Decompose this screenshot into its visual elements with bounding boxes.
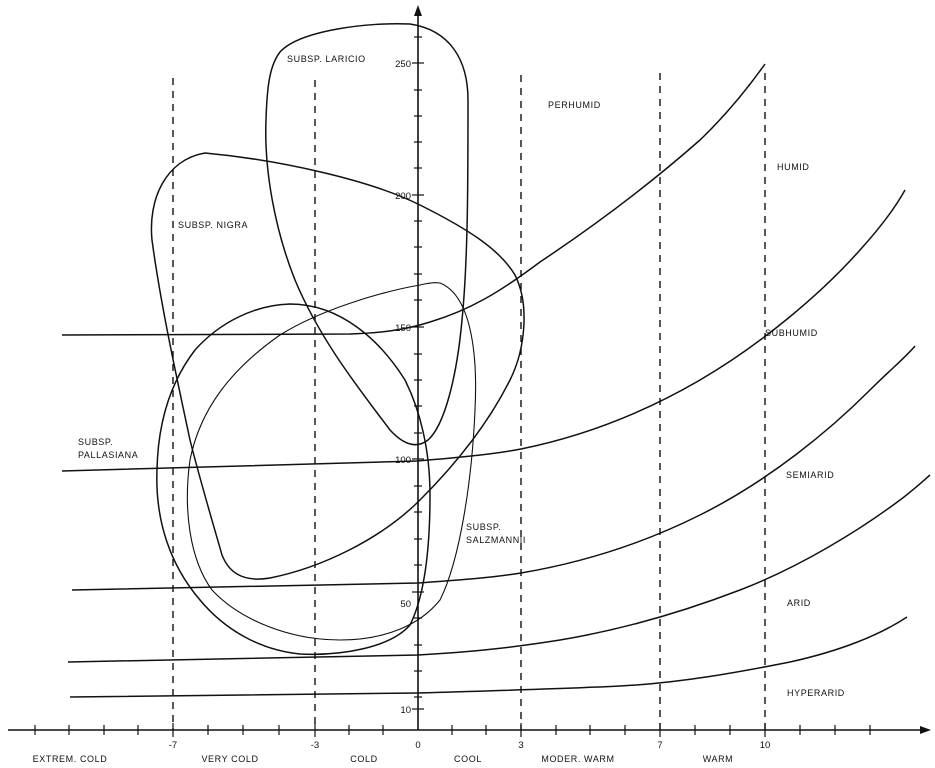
zone-label-moder-warm: MODER. WARM (541, 754, 614, 764)
y-axis-arrow (414, 5, 422, 16)
x-tick-label: 7 (657, 740, 662, 751)
zone-label-cold: COLD (350, 754, 377, 764)
pallasiana-envelope (156, 303, 431, 656)
zone-label-very-cold: VERY COLD (201, 754, 258, 764)
y-tick-label: 10 (400, 705, 411, 716)
x-tick-label: -7 (169, 740, 177, 751)
salzmannii-envelope (186, 282, 477, 641)
moisture-label-arid: ARID (787, 598, 811, 608)
moisture-label-semiarid: SEMIARID (786, 470, 834, 480)
arid-boundary-curve (67, 474, 931, 663)
subhumid-boundary-curve (61, 189, 906, 472)
moisture-label-perhumid: PERHUMID (548, 100, 601, 110)
hyperarid-boundary-curve (69, 616, 908, 698)
x-tick-label: -3 (311, 740, 319, 751)
zone-label-warm: WARM (703, 754, 734, 764)
y-tick-label: 250 (395, 59, 411, 70)
y-tick-label: 50 (400, 599, 411, 610)
nigra-envelope (150, 152, 525, 580)
salzmannii-label-line2: SALZMANNII (466, 535, 526, 545)
x-axis-ticks (34, 723, 871, 737)
x-axis-arrow (920, 726, 931, 734)
moisture-label-hyperarid: HYPERARID (787, 688, 845, 698)
pallasiana-label-line1: SUBSP. (78, 437, 113, 447)
salzmannii-label-line1: SUBSP. (466, 522, 501, 532)
moisture-label-subhumid: SUBHUMID (765, 328, 818, 338)
pallasiana-label-line2: PALLASIANA (78, 450, 138, 460)
zone-label-cool: COOL (454, 754, 482, 764)
semiarid-boundary-curve (71, 345, 916, 591)
x-tick-label: 10 (760, 740, 771, 751)
laricio-envelope (265, 22, 469, 446)
x-tick-label: 0 (415, 740, 420, 751)
laricio-label: SUBSP. LARICIO (287, 54, 366, 64)
y-tick-label: 100 (395, 455, 411, 466)
nigra-label: SUBSP. NIGRA (178, 220, 248, 230)
y-axis-major-ticks (412, 62, 424, 710)
moisture-label-humid: HUMID (777, 162, 810, 172)
zone-label-extreme-cold: EXTREM. COLD (33, 754, 108, 764)
humid-boundary-curve (61, 63, 766, 336)
x-tick-label: 3 (518, 740, 523, 751)
